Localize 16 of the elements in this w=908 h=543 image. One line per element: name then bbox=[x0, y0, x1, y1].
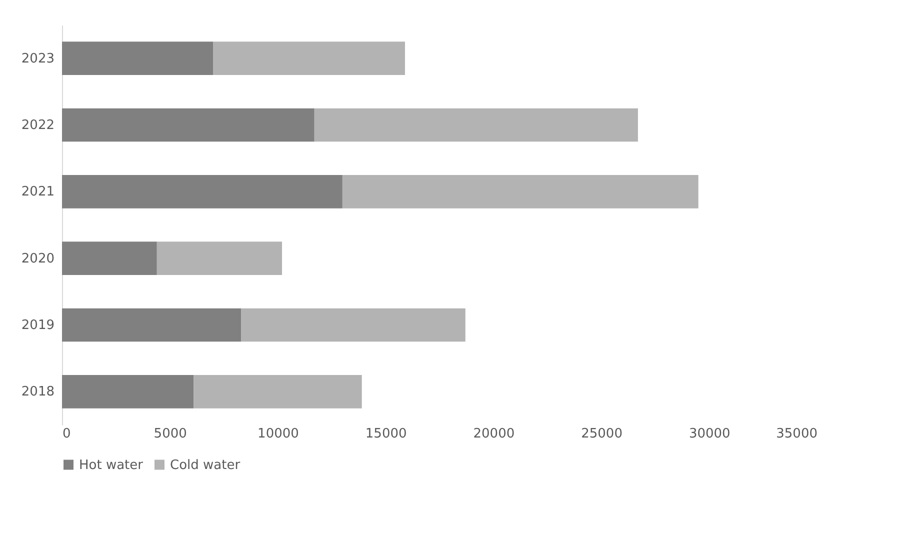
y-tick-label: 2023 bbox=[21, 51, 54, 66]
y-tick-label: 2022 bbox=[21, 118, 54, 133]
y-tick-label: 2019 bbox=[21, 318, 54, 333]
x-tick-label: 5000 bbox=[154, 426, 187, 442]
x-tick-label: 30000 bbox=[688, 426, 730, 442]
y-tick-label: 2018 bbox=[21, 384, 54, 400]
x-tick-label: 10000 bbox=[258, 426, 299, 442]
y-tick-label: 2020 bbox=[21, 251, 54, 266]
x-tick-label: 25000 bbox=[581, 426, 622, 442]
y-tick-label: 2021 bbox=[21, 184, 54, 200]
legend-label: Cold water bbox=[170, 458, 241, 473]
x-tick-label: 15000 bbox=[365, 426, 407, 442]
x-tick-label: 35000 bbox=[776, 426, 818, 442]
x-tick-label: 0 bbox=[62, 426, 71, 442]
x-tick-label: 20000 bbox=[473, 426, 515, 442]
legend-label: Hot water bbox=[79, 458, 144, 473]
